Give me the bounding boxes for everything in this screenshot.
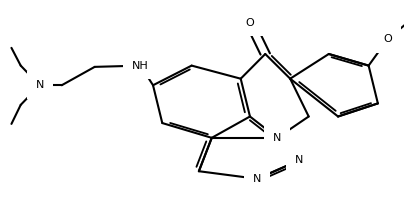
Text: N: N	[273, 133, 281, 143]
Text: N: N	[253, 174, 261, 184]
Text: O: O	[383, 34, 392, 45]
Text: O: O	[245, 18, 254, 28]
Text: N: N	[295, 155, 304, 165]
Text: NH: NH	[132, 61, 149, 71]
Text: N: N	[35, 80, 44, 90]
